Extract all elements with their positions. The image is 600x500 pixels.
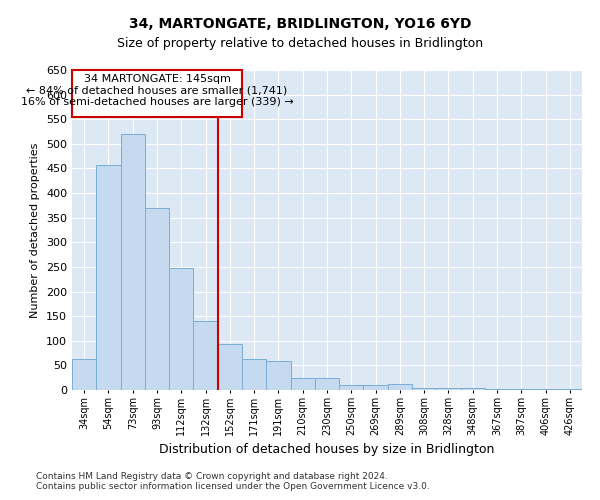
Bar <box>169 268 193 390</box>
Text: ← 84% of detached houses are smaller (1,741): ← 84% of detached houses are smaller (1,… <box>26 86 287 96</box>
Bar <box>315 378 339 390</box>
Text: 34, MARTONGATE, BRIDLINGTON, YO16 6YD: 34, MARTONGATE, BRIDLINGTON, YO16 6YD <box>129 18 471 32</box>
Text: Contains HM Land Registry data © Crown copyright and database right 2024.: Contains HM Land Registry data © Crown c… <box>36 472 388 481</box>
Bar <box>72 70 242 117</box>
Text: 34 MARTONGATE: 145sqm: 34 MARTONGATE: 145sqm <box>83 74 230 85</box>
Text: Contains public sector information licensed under the Open Government Licence v3: Contains public sector information licen… <box>36 482 430 491</box>
Bar <box>72 360 96 390</box>
Text: Size of property relative to detached houses in Bridlington: Size of property relative to detached ho… <box>117 38 483 51</box>
Bar <box>193 321 218 390</box>
X-axis label: Distribution of detached houses by size in Bridlington: Distribution of detached houses by size … <box>160 444 494 456</box>
Bar <box>533 388 558 390</box>
Bar <box>436 388 461 390</box>
Bar <box>461 388 485 390</box>
Bar <box>388 384 412 390</box>
Bar <box>242 360 266 390</box>
Bar <box>364 385 388 390</box>
Bar <box>290 378 315 390</box>
Bar <box>509 388 533 390</box>
Y-axis label: Number of detached properties: Number of detached properties <box>31 142 40 318</box>
Bar <box>121 134 145 390</box>
Bar <box>485 388 509 390</box>
Text: 16% of semi-detached houses are larger (339) →: 16% of semi-detached houses are larger (… <box>20 96 293 106</box>
Bar <box>96 165 121 390</box>
Bar <box>266 362 290 390</box>
Bar <box>145 208 169 390</box>
Bar <box>558 388 582 390</box>
Bar <box>218 344 242 390</box>
Bar <box>339 385 364 390</box>
Bar <box>412 388 436 390</box>
